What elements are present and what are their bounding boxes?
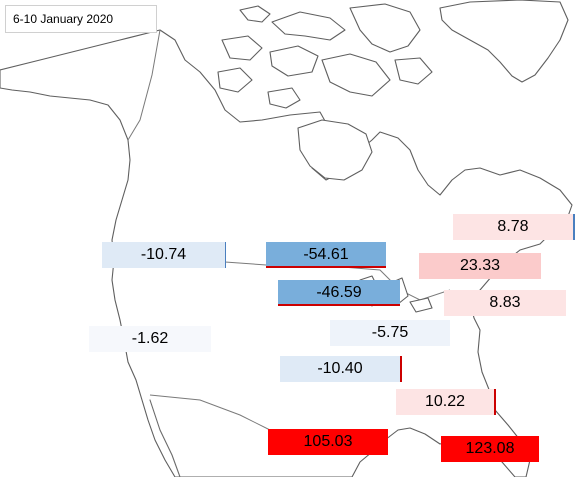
region-value-great-lakes: -46.59 bbox=[278, 280, 400, 306]
date-range-text: 6-10 January 2020 bbox=[13, 12, 114, 26]
region-value-text: 8.78 bbox=[497, 218, 529, 235]
region-value-text: -10.74 bbox=[140, 246, 187, 263]
region-value-text: -5.75 bbox=[371, 324, 409, 341]
baja-peninsula-line bbox=[149, 399, 181, 477]
region-value-text: -1.62 bbox=[131, 330, 169, 347]
region-value-florida: 123.08 bbox=[441, 436, 539, 462]
region-value-east-coast: 8.83 bbox=[444, 290, 566, 316]
region-value-text: -46.59 bbox=[316, 284, 362, 301]
region-value-upper-midwest: -54.61 bbox=[266, 242, 386, 268]
date-range-label: 6-10 January 2020 bbox=[5, 5, 157, 33]
region-value-southeast: 10.22 bbox=[396, 389, 496, 415]
region-value-text: -54.61 bbox=[303, 246, 349, 263]
region-value-texas: 105.03 bbox=[268, 429, 388, 455]
region-value-pacific-northwest: -10.74 bbox=[102, 242, 226, 268]
arctic-islands-outline bbox=[217, 3, 433, 109]
region-value-west: -1.62 bbox=[89, 326, 211, 352]
region-value-text: 10.22 bbox=[424, 393, 466, 410]
region-value-text: -10.40 bbox=[317, 360, 363, 377]
region-value-south-central: -10.40 bbox=[280, 356, 402, 382]
greenland-outline bbox=[439, 0, 569, 83]
region-value-ohio-valley: -5.75 bbox=[330, 320, 450, 346]
region-value-text: 105.03 bbox=[303, 433, 353, 450]
region-value-text: 123.08 bbox=[465, 440, 515, 457]
region-value-mid-atlantic: 23.33 bbox=[419, 253, 541, 279]
region-value-text: 8.83 bbox=[489, 294, 521, 311]
alaska-canada-border bbox=[127, 29, 161, 141]
region-value-text: 23.33 bbox=[459, 257, 501, 274]
region-value-northeast: 8.78 bbox=[453, 214, 575, 240]
hudson-bay-outline bbox=[297, 119, 373, 181]
